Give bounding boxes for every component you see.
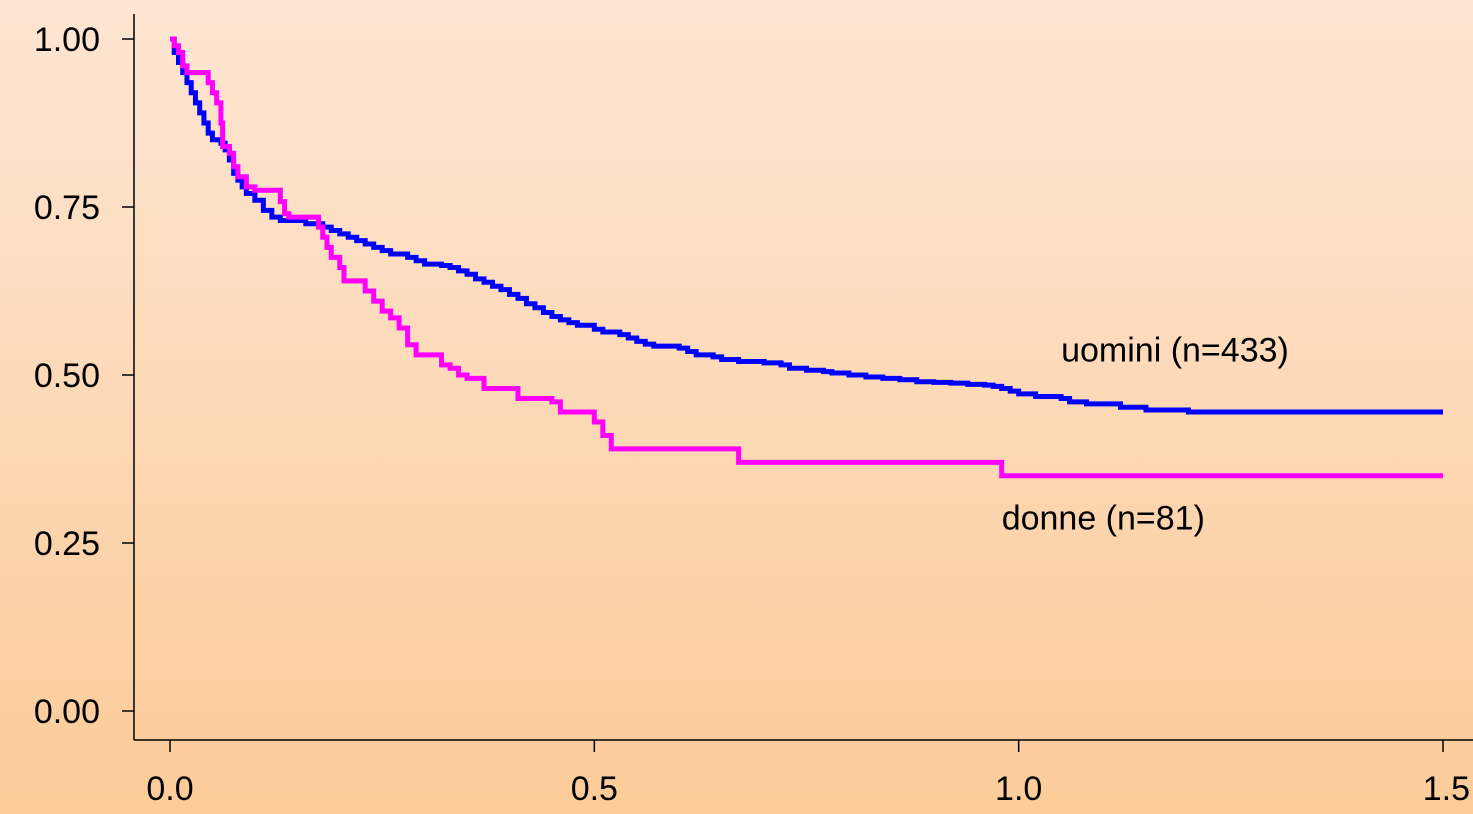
y-tick-label: 0.75: [34, 189, 100, 227]
series-line-1: [170, 36, 1443, 479]
x-tick-label: 1.0: [995, 770, 1042, 808]
annotation-layer: uomini (n=433) donne (n=81): [1002, 332, 1289, 538]
y-tick-label: 0.25: [34, 525, 100, 563]
x-ticks: 0.0 0.5 1.0 1.5: [146, 740, 1470, 808]
y-tick-label: 0.00: [34, 693, 100, 731]
y-ticks: 0.00 0.25 0.50 0.75 1.00: [34, 21, 134, 731]
series-label: donne (n=81): [1002, 500, 1205, 538]
y-tick-label: 1.00: [34, 21, 100, 59]
y-axis: 0.00 0.25 0.50 0.75 1.00: [34, 14, 135, 740]
x-tick-label: 0.0: [146, 770, 193, 808]
x-tick-label: 1.5: [1423, 770, 1470, 808]
series-label: uomini (n=433): [1061, 332, 1289, 370]
x-axis: 0.0 0.5 1.0 1.5: [134, 739, 1473, 808]
y-tick-label: 0.50: [34, 357, 100, 395]
series-line-0: [170, 36, 1443, 415]
x-tick-label: 0.5: [571, 770, 618, 808]
series-layer: [170, 36, 1443, 479]
